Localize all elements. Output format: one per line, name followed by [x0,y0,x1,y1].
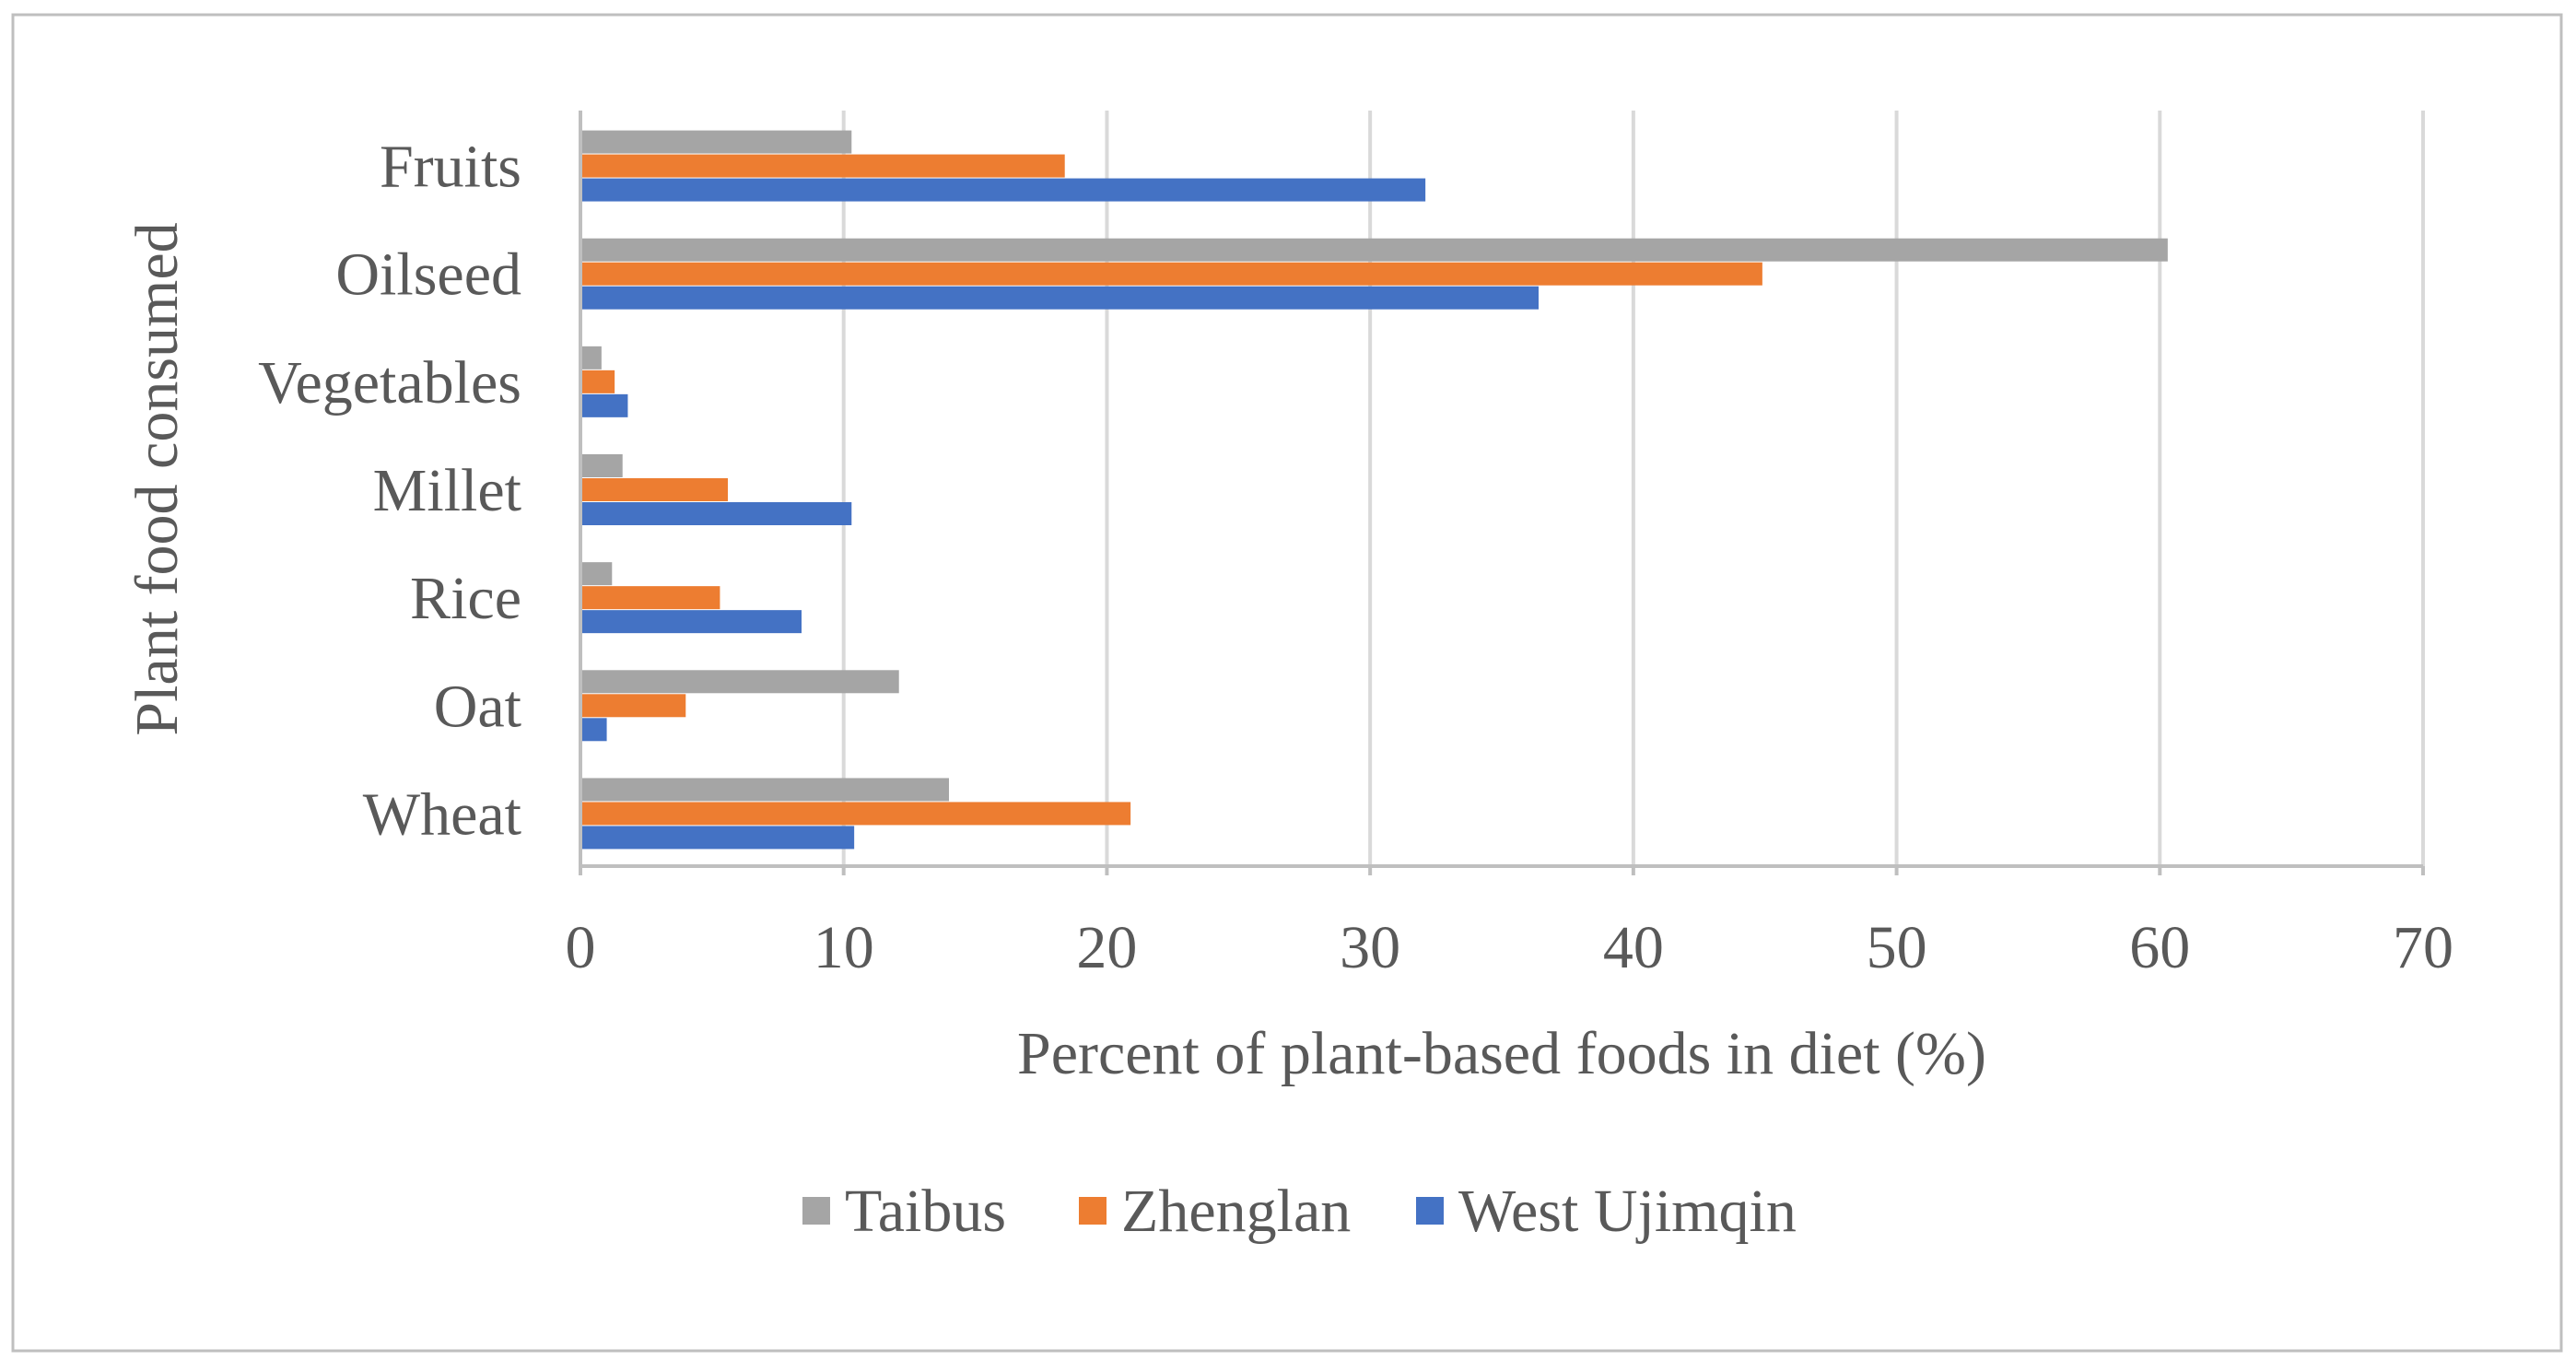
category-label-oilseed: Oilseed [335,241,521,309]
x-tick-label-70: 70 [2393,914,2453,981]
category-label-wheat: Wheat [363,780,521,848]
category-label-rice: Rice [410,565,521,632]
x-axis-title: Percent of plant-based foods in diet (%) [1017,1020,1986,1087]
bar-oilseed-zhenglan [580,262,1762,286]
x-tick-label-0: 0 [566,914,596,981]
legend-label-zhenglan: Zhenglan [1121,1178,1351,1245]
x-tick-label-40: 40 [1603,914,1664,981]
x-tick-label-10: 10 [814,914,874,981]
x-tick-label-50: 50 [1867,914,1927,981]
y-axis-title: Plant food consumed [123,222,191,735]
bar-rice-taibus [580,562,613,586]
legend-swatch-taibus [802,1197,830,1225]
bar-wheat-zhenglan [580,802,1131,826]
bar-fruits-taibus [580,130,852,154]
bar-oat-zhenglan [580,694,686,718]
category-label-vegetables: Vegetables [258,349,521,416]
category-label-oat: Oat [434,673,521,740]
category-label-millet: Millet [373,457,521,524]
bar-wheat-west-ujimqin [580,826,855,850]
bar-oat-west-ujimqin [580,718,607,742]
category-label-fruits: Fruits [380,134,521,201]
bar-oat-taibus [580,670,899,694]
chart-border [11,13,2563,1353]
x-tick-label-20: 20 [1076,914,1137,981]
x-tick-label-30: 30 [1340,914,1400,981]
bar-oilseed-taibus [580,238,2168,262]
bar-oilseed-west-ujimqin [580,286,1539,310]
bar-millet-zhenglan [580,478,728,501]
bar-rice-zhenglan [580,586,720,610]
bar-vegetables-zhenglan [580,369,615,393]
bar-fruits-west-ujimqin [580,178,1426,202]
legend-swatch-zhenglan [1079,1197,1107,1225]
bar-rice-west-ujimqin [580,610,802,634]
bar-wheat-taibus [580,778,949,802]
bar-millet-west-ujimqin [580,502,852,525]
legend-label-taibus: Taibus [845,1178,1006,1245]
bar-fruits-zhenglan [580,154,1065,178]
legend-swatch-west-ujimqin [1416,1197,1444,1225]
bar-vegetables-taibus [580,346,602,369]
x-tick-label-60: 60 [2129,914,2190,981]
legend-label-west-ujimqin: West Ujimqin [1458,1178,1797,1245]
bar-millet-taibus [580,454,623,477]
bar-vegetables-west-ujimqin [580,393,628,417]
